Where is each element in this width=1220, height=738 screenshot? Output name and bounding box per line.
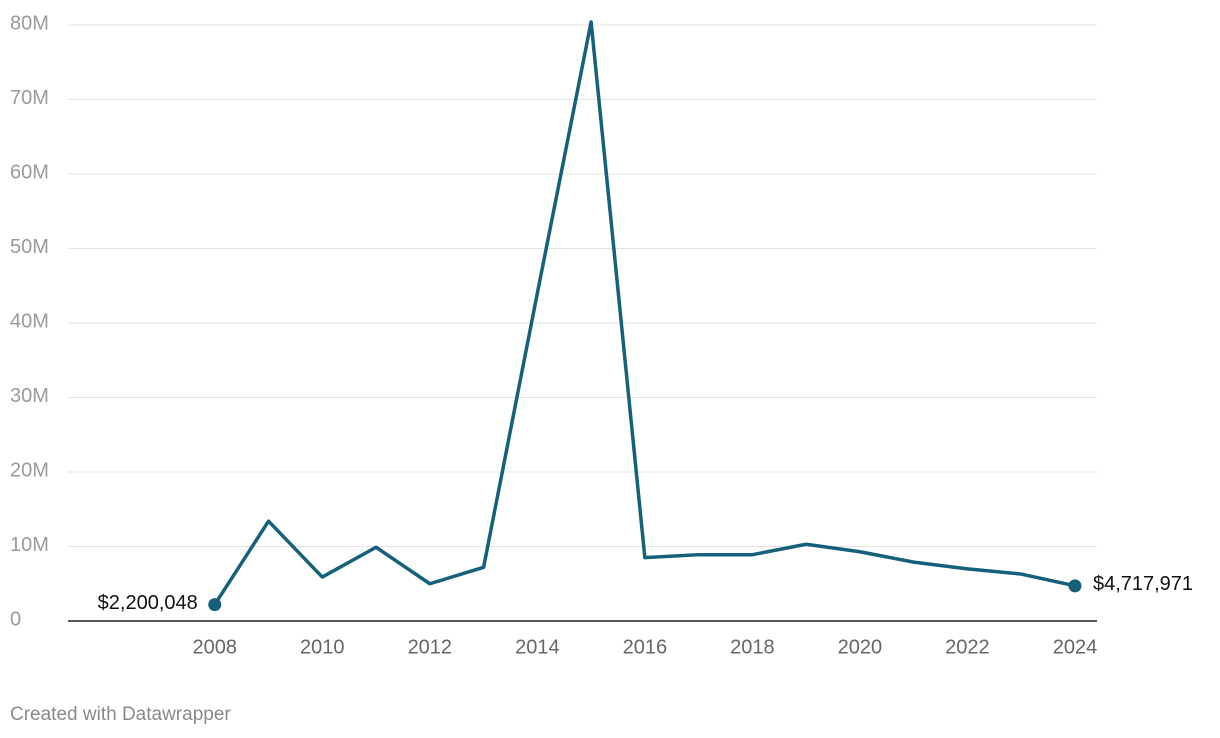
- y-tick-label: 80M: [10, 12, 49, 34]
- y-tick-label: 30M: [10, 385, 49, 407]
- x-tick-label: 2012: [408, 636, 453, 658]
- y-tick-label: 0: [10, 608, 21, 630]
- y-tick-label: 50M: [10, 236, 49, 258]
- x-tick-label: 2024: [1053, 636, 1098, 658]
- y-tick-label: 60M: [10, 161, 49, 183]
- x-tick-label: 2018: [730, 636, 775, 658]
- y-tick-label: 10M: [10, 534, 49, 556]
- footer: Created with Datawrapper: [10, 704, 231, 725]
- value-label: $4,717,971: [1093, 573, 1193, 595]
- y-tick-label: 40M: [10, 310, 49, 332]
- y-tick-label: 70M: [10, 87, 49, 109]
- x-tick-label: 2016: [623, 636, 668, 658]
- x-tick-label: 2020: [838, 636, 883, 658]
- end-point: [208, 598, 222, 612]
- x-tick-label: 2022: [945, 636, 990, 658]
- data-line: [213, 20, 1076, 606]
- x-tick-label: 2010: [300, 636, 345, 658]
- y-tick-label: 20M: [10, 459, 49, 481]
- end-point: [1068, 579, 1082, 593]
- x-tick-label: 2008: [193, 636, 238, 658]
- x-tick-label: 2014: [515, 636, 560, 658]
- value-label: $2,200,048: [98, 592, 198, 614]
